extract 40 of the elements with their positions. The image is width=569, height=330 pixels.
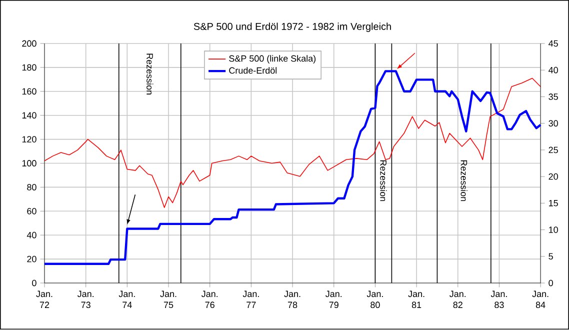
- x-tick-label: Jan. 72: [36, 291, 52, 308]
- x-tick-label: Jan. 84: [532, 291, 548, 308]
- y-tick-label: 120: [22, 136, 36, 143]
- y-tick-label: 200: [22, 40, 36, 47]
- x-tick-label: Jan. 76: [201, 291, 218, 308]
- x-tick-label: Jan. 79: [326, 291, 342, 308]
- y2-tick-label: 30: [548, 120, 558, 127]
- y2-tick-label: 15: [549, 200, 558, 207]
- x-tick-label: Jan. 82: [450, 291, 466, 308]
- x-tick-label: Jan. 74: [118, 291, 135, 308]
- y-tick-label: 40: [26, 232, 36, 239]
- y2-tick-label: 45: [548, 40, 558, 47]
- x-tick-label: Jan. 78: [284, 291, 300, 308]
- y-tick-label: 100: [22, 160, 36, 167]
- y2-tick-label: 0: [548, 280, 553, 286]
- annotation: Rezession: [460, 160, 468, 202]
- y-tick-label: 140: [22, 112, 36, 119]
- chart-title: S&P 500 und Erdöl 1972 - 1982 im Vergleich: [194, 22, 391, 32]
- annotation: Rezession: [146, 54, 154, 95]
- y-tick-label: 160: [22, 88, 36, 95]
- y2-tick-label: 35: [548, 94, 558, 100]
- x-tick-label: Jan. 80: [366, 291, 383, 308]
- x-tick-label: Jan. 83: [490, 291, 507, 308]
- y2-tick-label: 5: [548, 254, 553, 260]
- y2-tick-label: 10: [549, 226, 558, 234]
- x-tick-label: Jan. 73: [77, 291, 94, 308]
- annotation: Rezession: [380, 160, 387, 202]
- y-tick-label: 80: [27, 184, 36, 191]
- legend-label: S&P 500 (linke Skala): [229, 55, 316, 64]
- y-tick-label: 20: [27, 256, 36, 262]
- y2-tick-label: 20: [548, 174, 558, 180]
- legend-label: Crude-Erdöl: [229, 67, 277, 74]
- y-tick-label: 180: [22, 64, 36, 71]
- y2-tick-label: 40: [548, 67, 558, 74]
- y-tick-label: 60: [27, 208, 36, 215]
- x-tick-label: Jan. 81: [408, 291, 424, 308]
- x-tick-label: Jan. 75: [160, 291, 176, 308]
- x-tick-label: Jan. 77: [242, 291, 259, 308]
- y2-tick-label: 25: [548, 147, 558, 154]
- y-tick-label: 0: [32, 280, 36, 286]
